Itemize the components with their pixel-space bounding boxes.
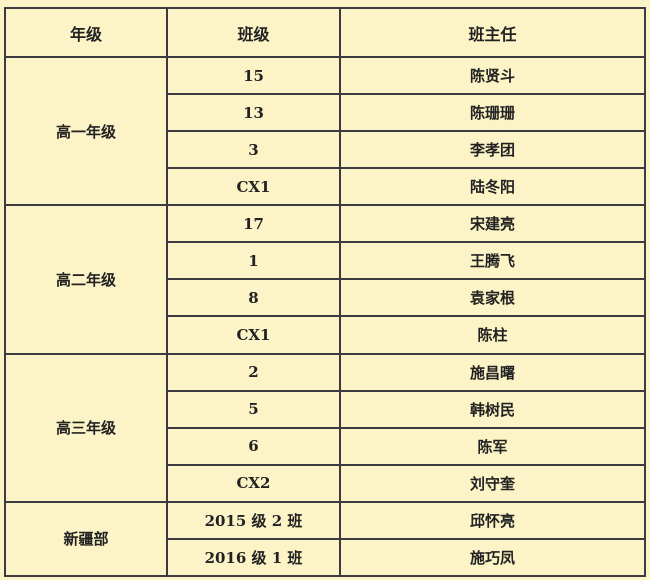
teacher-cell: 宋建亮 (339, 204, 646, 244)
table-row: CX1 陆冬阳 (5, 167, 646, 207)
class-cell: 13 (166, 93, 341, 133)
class-teacher-table: 年级 班级 班主任 高一年级 15 陈贤斗 13 陈珊珊 3 李孝团 CX1 陆冬阳 高二年级 17… (4, 7, 646, 578)
grade-cell: 高一年级 (4, 55, 168, 207)
teacher-cell: 王腾飞 (339, 241, 646, 281)
teacher-cell: 刘守奎 (339, 463, 646, 503)
class-cell: 8 (166, 278, 341, 318)
header-class: 班级 (166, 7, 341, 58)
table-row: 1 王腾飞 (5, 241, 646, 281)
teacher-cell: 陆冬阳 (339, 167, 646, 207)
table-row: 13 陈珊珊 (5, 93, 646, 133)
header-row: 年级 班级 班主任 (4, 7, 646, 58)
teacher-cell: 陈柱 (339, 315, 646, 355)
table-row: 新疆部 2015 级 2 班邱怀亮 (4, 500, 646, 578)
teacher-cell: 施巧凤 (339, 537, 646, 578)
class-cell: 2 (166, 352, 341, 392)
header-grade: 年级 (4, 7, 168, 58)
class-cell: CX2 (166, 463, 341, 503)
teacher-cell: 韩树民 (339, 389, 646, 429)
class-cell: CX1 (166, 167, 341, 207)
teacher-cell: 施昌曙 (339, 352, 646, 392)
class-cell: 15 (166, 55, 341, 96)
table-row: 8 袁家根 (5, 278, 646, 318)
table-body: 高一年级 15 陈贤斗 13 陈珊珊 3 李孝团 CX1 陆冬阳 高二年级 17 宋建亮 1 王腾飞 8 袁家… (4, 55, 646, 578)
class-cell: 6 (166, 426, 341, 466)
table-row: 6 陈军 (5, 426, 646, 466)
grade-cell: 新疆部 (4, 500, 168, 578)
table-row: CX1 陈柱 (5, 315, 646, 355)
table-row: 3 李孝团 (5, 130, 646, 170)
table-row: 2016 级 1 班施巧凤 (5, 537, 646, 578)
teacher-cell: 陈贤斗 (339, 55, 646, 96)
table-row: 5 韩树民 (5, 389, 646, 429)
table-row: 高一年级 15 陈贤斗 (4, 55, 646, 207)
teacher-cell: 邱怀亮 (339, 500, 646, 540)
class-cell: 3 (166, 130, 341, 170)
teacher-cell: 陈军 (339, 426, 646, 466)
class-cell: 17 (166, 204, 341, 244)
class-cell: 2016 级 1 班 (166, 537, 341, 578)
class-cell: 1 (166, 241, 341, 281)
class-cell: 2015 级 2 班 (166, 500, 341, 540)
table-row: 高三年级 2 施昌曙 (4, 352, 646, 503)
grade-cell: 高三年级 (4, 352, 168, 503)
table-row: 高二年级 17 宋建亮 (4, 204, 646, 355)
grade-cell: 高二年级 (4, 204, 168, 355)
teacher-cell: 陈珊珊 (339, 93, 646, 133)
header-teacher: 班主任 (339, 7, 646, 58)
teacher-cell: 李孝团 (339, 130, 646, 170)
class-cell: CX1 (166, 315, 341, 355)
teacher-cell: 袁家根 (339, 278, 646, 318)
table-row: CX2 刘守奎 (5, 463, 646, 503)
class-cell: 5 (166, 389, 341, 429)
